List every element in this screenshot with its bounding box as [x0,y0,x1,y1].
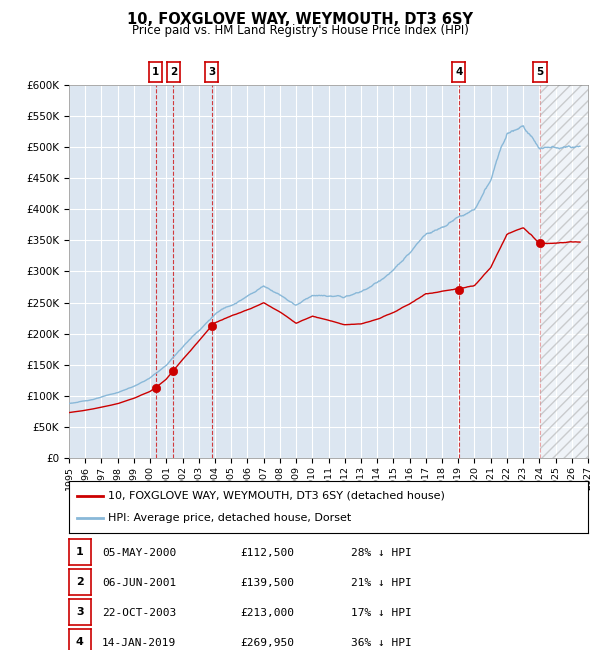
Text: 22-OCT-2003: 22-OCT-2003 [102,608,176,618]
Text: 10, FOXGLOVE WAY, WEYMOUTH, DT3 6SY (detached house): 10, FOXGLOVE WAY, WEYMOUTH, DT3 6SY (det… [108,491,445,500]
Text: 4: 4 [455,67,463,77]
Text: £112,500: £112,500 [240,548,294,558]
Text: 1: 1 [76,547,83,557]
Text: HPI: Average price, detached house, Dorset: HPI: Average price, detached house, Dors… [108,514,351,523]
Text: 3: 3 [76,606,83,617]
Text: Price paid vs. HM Land Registry's House Price Index (HPI): Price paid vs. HM Land Registry's House … [131,24,469,37]
Text: 06-JUN-2001: 06-JUN-2001 [102,578,176,588]
Text: £269,950: £269,950 [240,638,294,648]
Text: 2: 2 [76,577,83,587]
Text: 36% ↓ HPI: 36% ↓ HPI [351,638,412,648]
Text: 5: 5 [536,67,544,77]
Text: 21% ↓ HPI: 21% ↓ HPI [351,578,412,588]
Text: 28% ↓ HPI: 28% ↓ HPI [351,548,412,558]
Text: £139,500: £139,500 [240,578,294,588]
Text: 4: 4 [76,636,84,647]
Text: 2: 2 [170,67,177,77]
Text: 1: 1 [152,67,160,77]
Polygon shape [540,84,588,458]
Text: 05-MAY-2000: 05-MAY-2000 [102,548,176,558]
Text: 17% ↓ HPI: 17% ↓ HPI [351,608,412,618]
Bar [540,84,588,458]
Text: £213,000: £213,000 [240,608,294,618]
Text: 10, FOXGLOVE WAY, WEYMOUTH, DT3 6SY: 10, FOXGLOVE WAY, WEYMOUTH, DT3 6SY [127,12,473,27]
Text: 3: 3 [208,67,215,77]
Text: 14-JAN-2019: 14-JAN-2019 [102,638,176,648]
